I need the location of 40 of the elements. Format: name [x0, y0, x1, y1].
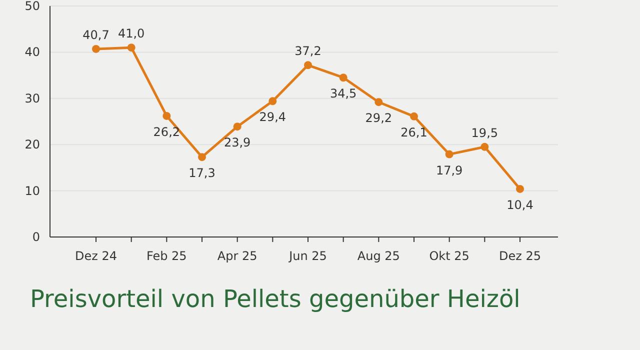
y-tick-label: 50	[24, 0, 40, 13]
y-tick-label: 20	[24, 138, 40, 152]
point	[516, 184, 524, 193]
point	[162, 112, 171, 120]
point	[410, 112, 418, 120]
text: 10,4	[506, 198, 534, 212]
text: 40,7	[82, 28, 110, 42]
x-tick-label: Feb 25	[146, 249, 187, 263]
y-tick-label: 0	[32, 230, 40, 244]
point	[480, 142, 489, 151]
x-tick-label: Aug 25	[357, 249, 400, 263]
point	[233, 122, 242, 131]
text: 26,1	[400, 125, 428, 140]
text: 26,2	[153, 124, 180, 139]
x-tick-label: Dez 24	[74, 249, 118, 263]
text: 17,9	[436, 163, 463, 178]
point	[445, 150, 454, 158]
text: 23,9	[224, 136, 251, 150]
x-tick-label: Apr 25	[217, 249, 258, 263]
x-tick-label: Jun 25	[288, 249, 327, 263]
point	[339, 74, 348, 82]
text: 19,5	[471, 126, 498, 140]
text: Preisvorteil von Pellets gegenüber Heizöl	[30, 285, 520, 313]
point	[304, 61, 312, 70]
point	[127, 44, 136, 52]
point	[268, 97, 277, 106]
point	[92, 44, 100, 53]
y-tick-label: 40	[24, 45, 40, 60]
text: 29,2	[365, 111, 392, 126]
text: 34,5	[330, 86, 357, 101]
y-tick-label: 30	[24, 91, 40, 106]
x-tick-label: Dez 25	[498, 249, 542, 263]
x-tick-label: Okt 25	[429, 249, 470, 263]
point	[198, 153, 206, 162]
y-tick-label: 10	[24, 184, 40, 198]
text: 29,4	[259, 110, 286, 124]
point	[374, 98, 383, 106]
text: 41,0	[118, 26, 145, 41]
text: 17,3	[188, 166, 216, 180]
text: 37,2	[294, 44, 322, 58]
